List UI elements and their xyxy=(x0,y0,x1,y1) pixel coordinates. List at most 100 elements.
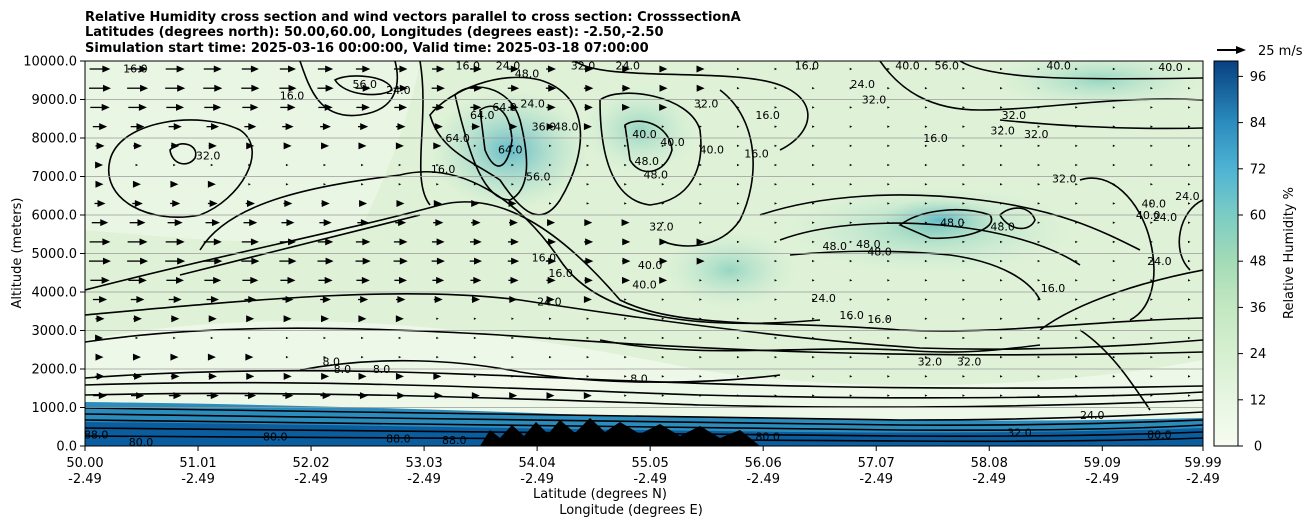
wind-vector xyxy=(586,375,590,378)
moist-region-center xyxy=(660,230,800,310)
wind-vector xyxy=(699,298,702,301)
wind-vector xyxy=(659,103,668,111)
wind-vector xyxy=(473,183,477,186)
wind-vector xyxy=(887,125,890,128)
wind-vector xyxy=(321,199,330,207)
wind-vector xyxy=(849,144,853,148)
wind-vector xyxy=(1188,240,1191,244)
contour-line xyxy=(85,419,1203,431)
wind-vector xyxy=(509,392,518,400)
wind-vector xyxy=(1000,183,1003,186)
wind-vector xyxy=(1150,394,1153,397)
wind-vector xyxy=(1000,240,1003,244)
wind-vector xyxy=(774,163,778,167)
wind-vector xyxy=(473,317,477,320)
wind-vector xyxy=(470,276,482,284)
wind-vector xyxy=(1075,183,1078,186)
wind-vector xyxy=(661,144,665,148)
x-tick-label-latitude: 55.05 xyxy=(632,456,669,471)
wind-vector xyxy=(699,202,702,205)
wind-vector xyxy=(395,142,404,150)
wind-vector xyxy=(1037,221,1041,224)
wind-vector xyxy=(285,163,289,167)
colorbar-tick-label: 24 xyxy=(1250,347,1267,362)
wind-vector xyxy=(93,392,107,400)
wind-vector xyxy=(812,336,815,340)
wind-vector xyxy=(696,84,705,92)
contour-line xyxy=(1079,329,1151,411)
wind-vector xyxy=(1000,163,1003,167)
wind-vector xyxy=(924,279,928,282)
wind-vector xyxy=(127,238,148,246)
wind-vector xyxy=(511,355,514,359)
wind-vector xyxy=(1188,183,1191,186)
wind-vector xyxy=(699,375,702,378)
wind-vector xyxy=(173,163,176,167)
moist-core-right xyxy=(880,198,1000,242)
contour-label: 80.0 xyxy=(129,436,154,449)
wind-vector xyxy=(509,296,518,304)
wind-vector xyxy=(1188,144,1191,148)
wind-vector xyxy=(507,257,520,265)
wind-vector xyxy=(398,183,402,186)
contour-label: 48.0 xyxy=(990,221,1015,234)
x-tick-label-latitude: 59.09 xyxy=(1084,456,1121,471)
wind-vector xyxy=(320,392,331,400)
contour-label: 40.0 xyxy=(1136,209,1161,222)
wind-vector xyxy=(1112,202,1116,205)
contour-label: 32.0 xyxy=(862,94,887,107)
wind-vector xyxy=(508,276,519,284)
wind-vector xyxy=(395,296,406,304)
wind-vector xyxy=(887,240,890,244)
wind-vector xyxy=(1112,298,1116,301)
wind-vector xyxy=(358,123,369,131)
contour-line xyxy=(999,119,1203,130)
wind-vector xyxy=(356,103,370,111)
contour-label: 32.0 xyxy=(1052,172,1077,185)
wind-vector xyxy=(95,372,105,380)
wind-vector xyxy=(355,238,371,246)
wind-vector xyxy=(849,87,853,90)
colorbar-tick-label: 0 xyxy=(1254,440,1262,455)
wind-vector xyxy=(95,161,104,169)
contour-label: 56.0 xyxy=(526,171,551,184)
wind-vector xyxy=(849,106,853,109)
wind-vector xyxy=(1075,144,1078,148)
contour-label: 24.0 xyxy=(496,60,521,73)
wind-vector-field xyxy=(89,65,1191,400)
wind-vector xyxy=(887,394,890,397)
wind-vector xyxy=(736,240,740,244)
wind-vector xyxy=(130,123,145,131)
contour-label: 48.0 xyxy=(823,240,848,253)
wind-vector xyxy=(127,84,149,92)
wind-vector xyxy=(358,392,368,400)
contour-line xyxy=(85,392,1203,408)
contour-label: 8.0 xyxy=(373,363,391,376)
contour-line xyxy=(107,119,253,219)
wind-vector xyxy=(546,103,556,111)
contour-line xyxy=(599,92,702,206)
wind-vector xyxy=(624,144,627,148)
wind-vector xyxy=(473,355,477,359)
contour-line xyxy=(998,207,1036,230)
wind-vector xyxy=(398,163,402,167)
wind-vector xyxy=(887,221,890,224)
wind-vector xyxy=(659,276,668,284)
wind-vector xyxy=(128,276,147,284)
wind-vector xyxy=(736,279,740,282)
wind-vector xyxy=(132,353,141,361)
contour-label: 24.0 xyxy=(616,60,641,73)
contour-label: 80.0 xyxy=(1147,428,1172,441)
wind-vector xyxy=(924,375,928,378)
x-tick-label-longitude: -2.49 xyxy=(407,472,441,487)
wind-vector xyxy=(432,276,445,284)
wind-vector xyxy=(507,84,520,92)
x-axis-label-longitude: Longitude (degrees E) xyxy=(559,503,703,518)
wind-vector xyxy=(924,202,928,205)
wind-vector xyxy=(1037,163,1041,167)
colorbar-scale xyxy=(1213,60,1239,447)
contour-label: 24.0 xyxy=(537,296,562,309)
x-tick-label-longitude: -2.49 xyxy=(294,472,328,487)
wind-vector xyxy=(1150,298,1153,301)
wind-vector xyxy=(395,372,404,380)
